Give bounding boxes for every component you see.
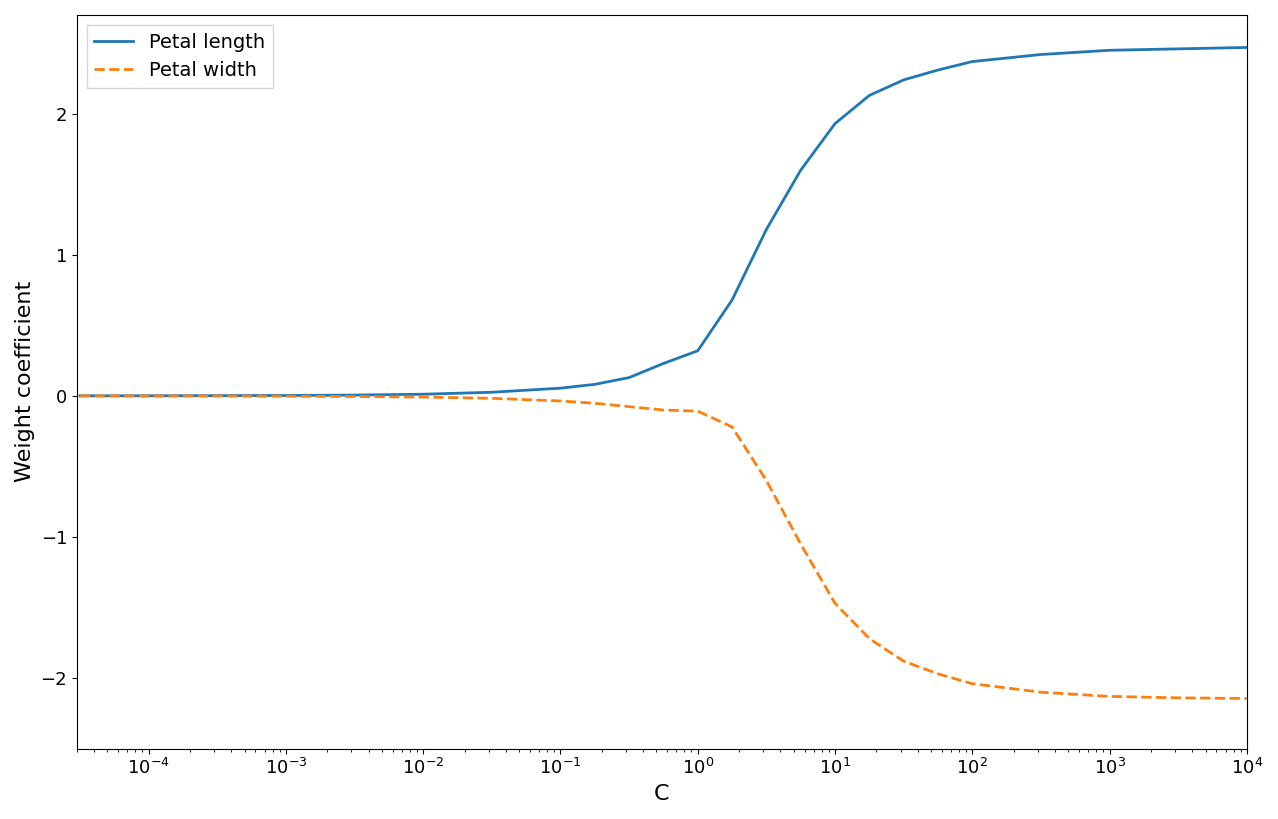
Petal width: [827, 599, 842, 609]
Petal width: [141, 391, 156, 401]
Petal width: [346, 391, 362, 401]
Petal length: [346, 390, 362, 400]
Petal length: [690, 346, 705, 355]
Petal width: [587, 398, 602, 408]
Petal width: [1033, 687, 1048, 697]
Legend: Petal length, Petal width: Petal length, Petal width: [87, 25, 272, 88]
Petal width: [1171, 693, 1186, 703]
Petal length: [656, 359, 671, 369]
Petal width: [1102, 691, 1117, 701]
Petal length: [896, 75, 911, 85]
Petal length: [587, 379, 602, 389]
Petal width: [930, 669, 946, 679]
Petal length: [965, 57, 980, 66]
Petal length: [725, 295, 740, 305]
Petal length: [759, 224, 774, 234]
Petal length: [794, 165, 809, 175]
Y-axis label: Weight coefficient: Weight coefficient: [15, 281, 35, 482]
Petal width: [210, 391, 225, 401]
Petal width: [725, 422, 740, 432]
Petal length: [1171, 44, 1186, 54]
Petal length: [1033, 50, 1048, 60]
Petal width: [484, 393, 500, 403]
Petal length: [210, 391, 225, 400]
Petal width: [690, 406, 705, 416]
Line: Petal length: Petal length: [81, 48, 1247, 396]
Petal width: [965, 679, 980, 689]
Petal width: [896, 656, 911, 666]
Petal width: [759, 476, 774, 486]
Petal width: [415, 392, 431, 402]
Petal length: [279, 391, 294, 400]
Petal width: [861, 634, 877, 644]
Petal width: [73, 391, 88, 400]
Petal length: [73, 391, 88, 400]
Petal length: [415, 389, 431, 399]
Petal length: [861, 91, 877, 101]
Petal width: [794, 539, 809, 549]
X-axis label: C: C: [654, 784, 670, 804]
Petal width: [1240, 694, 1255, 704]
Petal length: [930, 65, 946, 75]
Petal length: [1102, 45, 1117, 55]
Petal width: [279, 391, 294, 401]
Petal width: [621, 402, 636, 412]
Petal length: [484, 387, 500, 397]
Petal length: [621, 373, 636, 382]
Petal width: [553, 396, 569, 406]
Petal length: [141, 391, 156, 400]
Line: Petal width: Petal width: [81, 396, 1247, 699]
Petal length: [1240, 43, 1255, 52]
Petal width: [656, 405, 671, 415]
Petal length: [827, 119, 842, 129]
Petal length: [553, 383, 569, 393]
